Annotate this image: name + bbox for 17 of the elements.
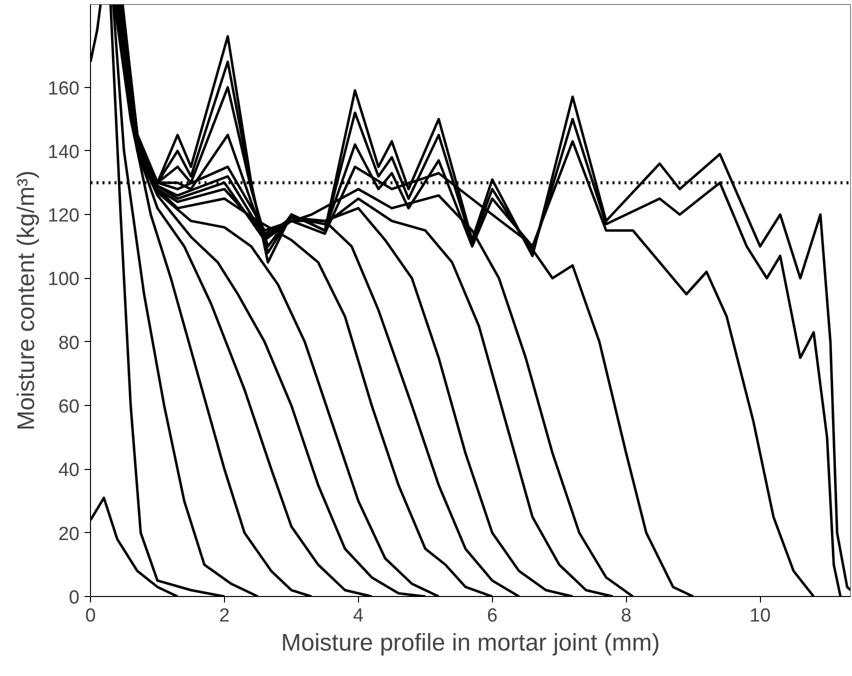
y-tick-label: 0 — [68, 588, 80, 608]
y-tick-label: 80 — [58, 332, 80, 354]
x-axis-title: Moisture profile in mortar joint (mm) — [281, 630, 660, 656]
y-tick-label: 60 — [58, 396, 80, 418]
y-tick-label: 20 — [58, 524, 80, 545]
x-tick-label: 10 — [750, 606, 771, 626]
x-tick-label: 8 — [620, 606, 632, 626]
y-tick-label: 160 — [48, 78, 80, 100]
y-tick-label: 40 — [58, 460, 80, 482]
y-axis-title: Moisture content (kg/m³) — [12, 170, 40, 431]
y-tick-label: 120 — [48, 206, 80, 227]
x-tick-label: 0 — [85, 606, 96, 626]
x-tick-label: 6 — [486, 606, 498, 626]
x-tick-label: 2 — [219, 606, 230, 626]
y-tick-label: 140 — [48, 142, 80, 163]
y-tick-label: 100 — [48, 269, 80, 290]
x-tick-label: 4 — [353, 606, 364, 626]
